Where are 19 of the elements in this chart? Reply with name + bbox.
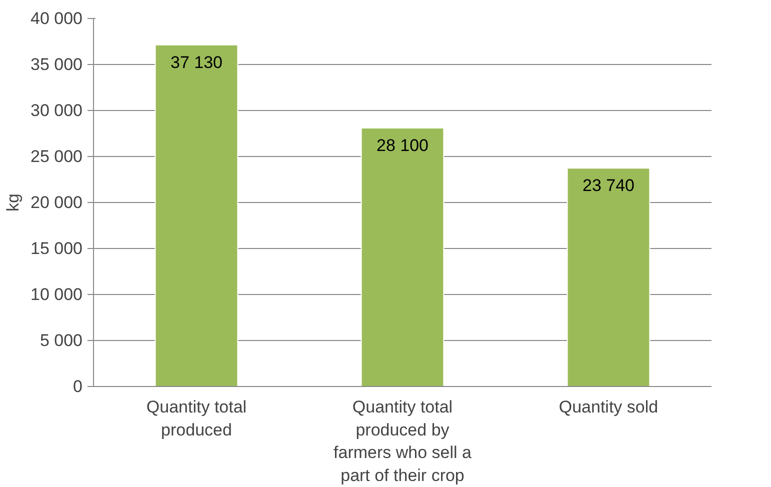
data-label: 23 740	[582, 176, 634, 196]
y-tick-label: 15 000	[30, 239, 83, 258]
x-tick-label: Quantity total produced by farmers who sell a part of their crop	[334, 398, 472, 485]
x-tick-label: Quantity total produced	[146, 398, 247, 440]
data-label: 28 100	[376, 136, 428, 155]
y-tick-label: 10 000	[30, 285, 83, 304]
y-axis-title: kg	[4, 194, 23, 212]
data-label: 37 130	[170, 52, 222, 72]
y-tick-label: 0	[73, 377, 83, 396]
x-tick-label: Quantity sold	[558, 398, 658, 416]
y-tick-label: 35 000	[30, 55, 83, 74]
y-tick-label: 30 000	[30, 101, 83, 120]
bar	[360, 127, 444, 386]
y-tick-label: 40 000	[30, 9, 83, 28]
y-tick-label: 20 000	[30, 193, 83, 212]
bar	[566, 168, 650, 386]
y-tick-label: 25 000	[30, 147, 83, 166]
bar	[154, 44, 238, 386]
y-tick-label: 5 000	[40, 331, 83, 350]
